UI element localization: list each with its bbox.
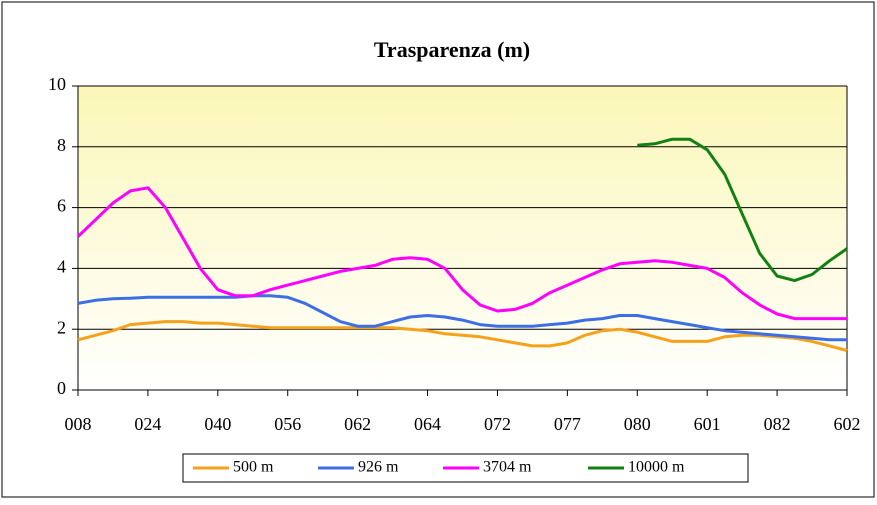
chart-title: Trasparenza (m) xyxy=(374,37,530,62)
y-tick-label: 6 xyxy=(57,196,66,216)
y-tick-label: 2 xyxy=(57,317,66,337)
x-tick-label: 080 xyxy=(624,414,651,434)
x-tick-label: 024 xyxy=(134,414,161,434)
x-tick-label: 056 xyxy=(274,414,301,434)
line-series xyxy=(77,320,848,352)
x-tick-label: 072 xyxy=(484,414,511,434)
x-tick-label: 601 xyxy=(694,414,721,434)
legend-label: 926 m xyxy=(358,459,399,476)
y-tick-label: 4 xyxy=(57,257,66,277)
legend-label: 500 m xyxy=(233,459,274,476)
y-tick-label: 0 xyxy=(57,378,66,398)
x-tick-label: 008 xyxy=(65,414,92,434)
legend-label: 10000 m xyxy=(628,459,685,476)
x-tick-label: 602 xyxy=(834,414,861,434)
x-tick-label: 077 xyxy=(554,414,581,434)
y-tick-label: 10 xyxy=(48,74,66,94)
line-series xyxy=(637,137,848,283)
y-tick-label: 8 xyxy=(57,135,66,155)
x-tick-label: 062 xyxy=(344,414,371,434)
legend-label: 3704 m xyxy=(483,459,532,476)
line-series xyxy=(76,186,847,321)
line-series xyxy=(77,294,847,342)
plot-area xyxy=(78,86,847,390)
x-tick-label: 064 xyxy=(414,414,441,434)
x-tick-label: 040 xyxy=(204,414,231,434)
x-tick-label: 082 xyxy=(764,414,791,434)
